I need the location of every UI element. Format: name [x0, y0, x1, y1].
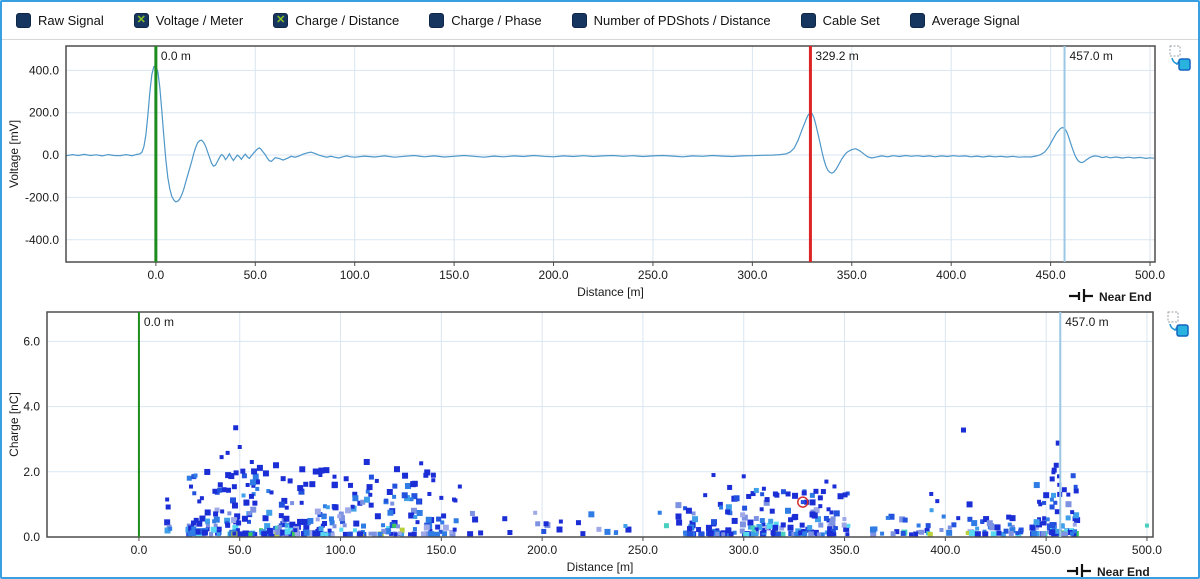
x-tick-label: 100.0: [326, 543, 356, 557]
toggle-voltage-meter[interactable]: ✕ Voltage / Meter: [133, 13, 244, 28]
cable-set-checkbox[interactable]: [800, 13, 816, 28]
y-tick-label: 6.0: [23, 334, 40, 348]
x-tick-label: 250.0: [638, 268, 668, 282]
selected-pd-shot-ring[interactable]: [797, 496, 809, 508]
x-axis-title: Distance [m]: [577, 285, 644, 299]
x-tick-label: 400.0: [936, 268, 966, 282]
plot-border: [46, 311, 1154, 538]
toggle-label: Number of PDShots / Distance: [593, 13, 771, 28]
axis-ticks: 0.0 50.0 100.0 150.0 200.0 250.0 300.0 350.0 400…: [25, 63, 1165, 282]
x-tick-label: 300.0: [729, 543, 759, 557]
y-tick-label: -200.0: [25, 190, 59, 204]
y-tick-label: 200.0: [29, 106, 59, 120]
grid: [47, 312, 1153, 538]
x-tick-label: 450.0: [1036, 268, 1066, 282]
toggle-charge-phase[interactable]: Charge / Phase: [429, 13, 542, 28]
x-tick-label: 350.0: [830, 543, 860, 557]
pd-shot-points: [164, 425, 1149, 538]
cursor-label: 457.0 m: [1065, 315, 1108, 329]
toggle-label: Cable Set: [822, 13, 880, 28]
raw-signal-checkbox[interactable]: [16, 13, 31, 28]
cursor-label: 0.0 m: [144, 315, 174, 329]
signal-view-toolbar: Raw Signal ✕ Voltage / Meter ✕ Charge / …: [2, 2, 1198, 40]
charge-distance-chart[interactable]: 0.0 50.0 100.0 150.0 200.0 250.0 300.0 350.0 400…: [2, 302, 1198, 579]
cursor-label: 329.2 m: [815, 49, 858, 63]
x-tick-label: 100.0: [340, 268, 370, 282]
x-tick-label: 500.0: [1132, 543, 1162, 557]
x-tick-label: 0.0: [148, 268, 165, 282]
average-signal-checkbox[interactable]: [909, 13, 925, 28]
plot-border: [65, 45, 1156, 263]
x-tick-label: 200.0: [527, 543, 557, 557]
toggle-pdshots-distance[interactable]: Number of PDShots / Distance: [571, 13, 771, 28]
pdshots-distance-checkbox[interactable]: [571, 13, 587, 28]
near-end-label: Near End: [1099, 290, 1152, 302]
cursor-label: 457.0 m: [1070, 49, 1113, 63]
toggle-label: Charge / Phase: [451, 13, 542, 28]
y-tick-label: 0.0: [23, 530, 40, 544]
y-axis-title: Voltage [mV]: [7, 120, 21, 188]
x-tick-label: 350.0: [837, 268, 867, 282]
copy-chart-to-clipboard-icon[interactable]: [1167, 311, 1189, 337]
x-tick-label: 150.0: [426, 543, 456, 557]
near-end-label: Near End: [1097, 565, 1150, 579]
x-tick-label: 250.0: [628, 543, 658, 557]
y-axis-title: Charge [nC]: [7, 392, 21, 457]
y-tick-label: 2.0: [23, 465, 40, 479]
toggle-label: Average Signal: [931, 13, 1020, 28]
x-tick-label: 50.0: [228, 543, 252, 557]
y-tick-label: 0.0: [42, 148, 59, 162]
y-tick-label: 400.0: [29, 63, 59, 77]
near-end-terminator-icon: [1067, 564, 1091, 577]
x-tick-label: 200.0: [539, 268, 569, 282]
x-tick-label: 450.0: [1031, 543, 1061, 557]
x-axis-title: Distance [m]: [567, 560, 634, 574]
toggle-average-signal[interactable]: Average Signal: [909, 13, 1020, 28]
x-tick-label: 150.0: [439, 268, 469, 282]
y-tick-label: 4.0: [23, 400, 40, 414]
toggle-label: Charge / Distance: [295, 13, 400, 28]
near-end-terminator-icon: [1069, 289, 1093, 302]
toggle-raw-signal[interactable]: Raw Signal: [16, 13, 104, 28]
voltage-meter-checkbox[interactable]: ✕: [133, 13, 149, 28]
voltage-signal-trace: [66, 65, 1155, 203]
toggle-label: Voltage / Meter: [155, 13, 244, 28]
voltage-meter-chart[interactable]: 0.0 50.0 100.0 150.0 200.0 250.0 300.0 350.0 400…: [2, 40, 1198, 302]
toggle-cable-set[interactable]: Cable Set: [800, 13, 880, 28]
cursor-label: 0.0 m: [161, 49, 191, 63]
x-tick-label: 500.0: [1135, 268, 1165, 282]
x-tick-label: 0.0: [131, 543, 148, 557]
charge-phase-checkbox[interactable]: [429, 13, 445, 28]
toggle-label: Raw Signal: [38, 13, 104, 28]
x-tick-label: 300.0: [737, 268, 767, 282]
copy-chart-to-clipboard-icon[interactable]: [1169, 45, 1191, 71]
charge-distance-checkbox[interactable]: ✕: [273, 13, 289, 28]
y-tick-label: -400.0: [25, 233, 59, 247]
toggle-charge-distance[interactable]: ✕ Charge / Distance: [273, 13, 399, 28]
axis-ticks: 0.0 50.0 100.0 150.0 200.0 250.0 300.0 350.0 400…: [23, 334, 1162, 557]
x-tick-label: 400.0: [930, 543, 960, 557]
charts-area: 0.0 50.0 100.0 150.0 200.0 250.0 300.0 350.0 400…: [2, 40, 1198, 579]
x-tick-label: 50.0: [244, 268, 268, 282]
